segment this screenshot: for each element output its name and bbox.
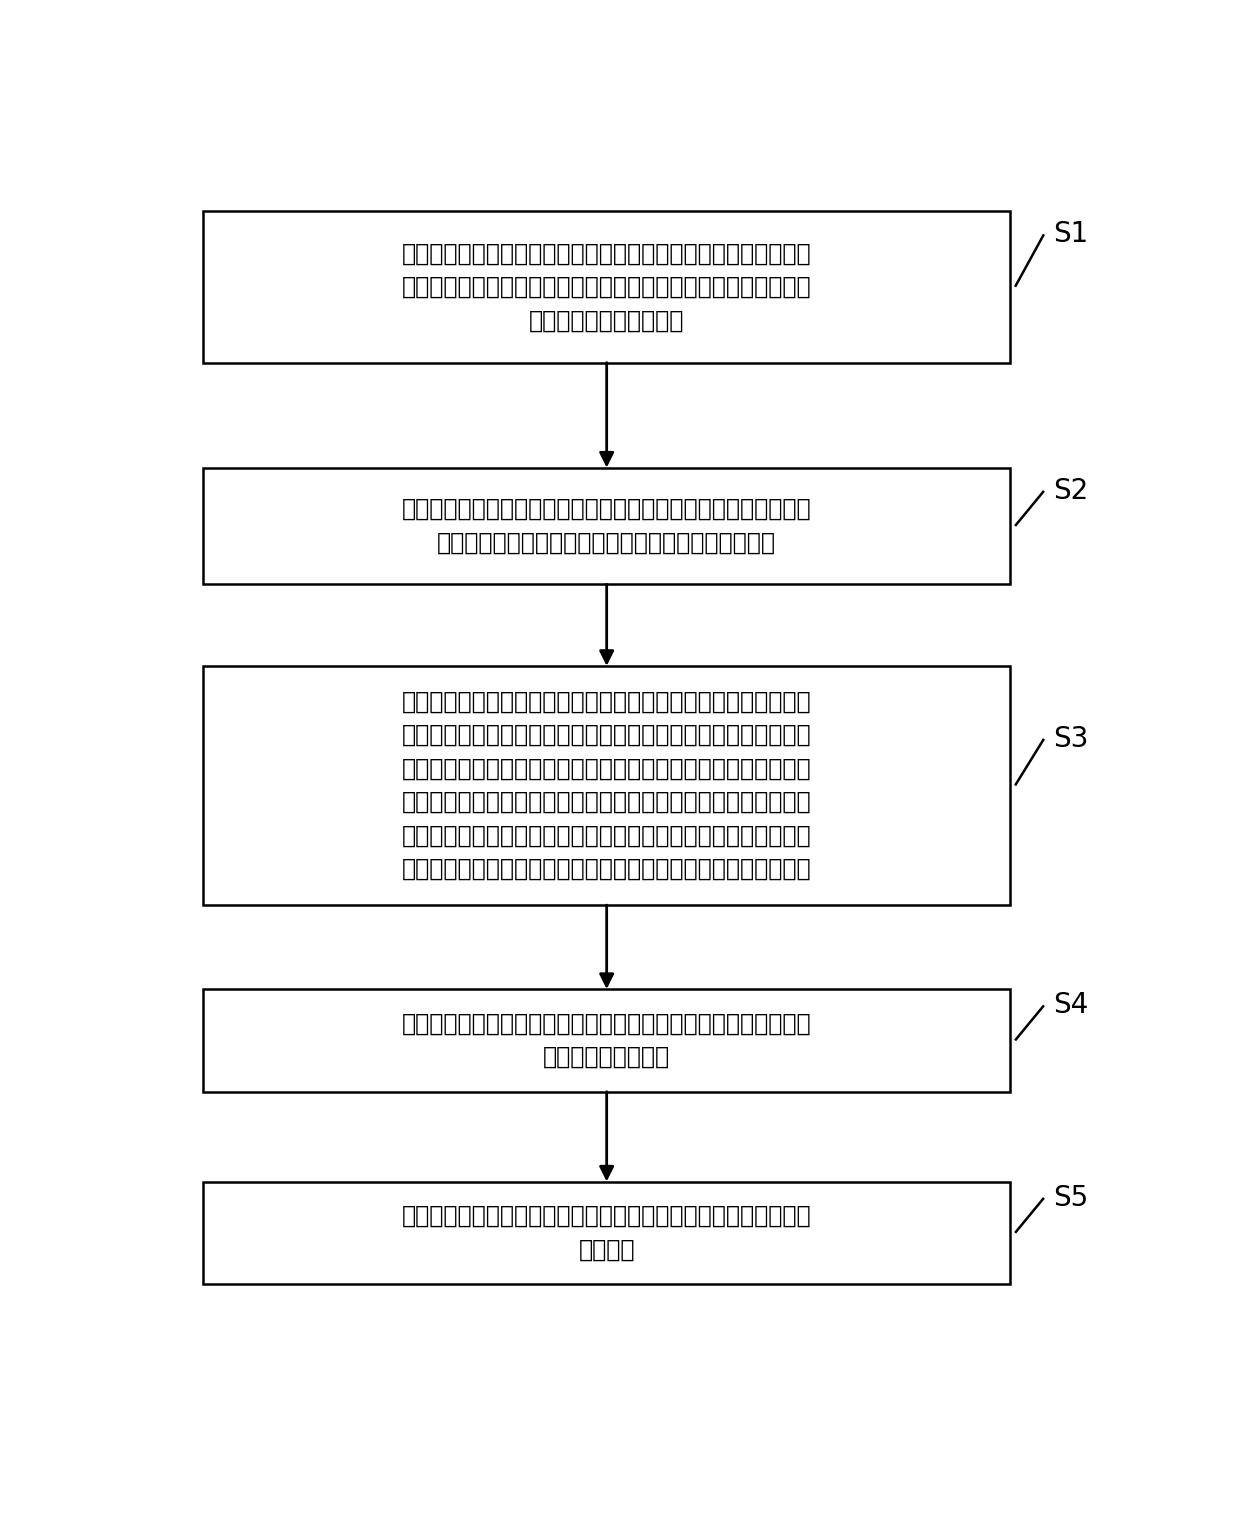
Text: 通过叉车主控制器对轨迹测量单元实时所测得的车辆信息进行记录
，并将同一时刻下的驱动轮转向角以及行进轮距离记录下形成单独
的记录点，而将记录的点拟合成行进轨迹样条: 通过叉车主控制器对轨迹测量单元实时所测得的车辆信息进行记录 ，并将同一时刻下的驱… bbox=[402, 689, 811, 882]
Bar bbox=[203, 989, 1011, 1092]
Bar bbox=[203, 211, 1011, 362]
Text: S5: S5 bbox=[1054, 1183, 1089, 1212]
Text: S2: S2 bbox=[1054, 477, 1089, 504]
Text: S3: S3 bbox=[1054, 724, 1089, 753]
Text: 通过转向电机控制器和行走电机控制器传输控制信号，实现转向电
机和行走电机的动作: 通过转向电机控制器和行走电机控制器传输控制信号，实现转向电 机和行走电机的动作 bbox=[402, 1012, 811, 1070]
Text: 转向电机和行走电机的动作信号实时的反馈至磁导航传感器和轨迹
测量单元: 转向电机和行走电机的动作信号实时的反馈至磁导航传感器和轨迹 测量单元 bbox=[402, 1204, 811, 1262]
Text: 通过轨迹测量单元实时的检测转向轮的转动角度以及各行进轮转动
的距离，并将记录的叉车信息数据传递给叉车主控制器: 通过轨迹测量单元实时的检测转向轮的转动角度以及各行进轮转动 的距离，并将记录的叉… bbox=[402, 497, 811, 554]
Text: S4: S4 bbox=[1054, 991, 1089, 1020]
Bar bbox=[203, 468, 1011, 585]
Bar bbox=[203, 667, 1011, 904]
Text: 通过磁导航传感器读取左右两条磁导线路的频率信息，判断叉车是
否偏离磁导线路，并且将获取的信息传递至叉车主控制器，由叉车
主控制器进行实时的记录: 通过磁导航传感器读取左右两条磁导线路的频率信息，判断叉车是 否偏离磁导线路，并且… bbox=[402, 241, 811, 332]
Text: S1: S1 bbox=[1054, 220, 1089, 248]
Bar bbox=[203, 1182, 1011, 1285]
